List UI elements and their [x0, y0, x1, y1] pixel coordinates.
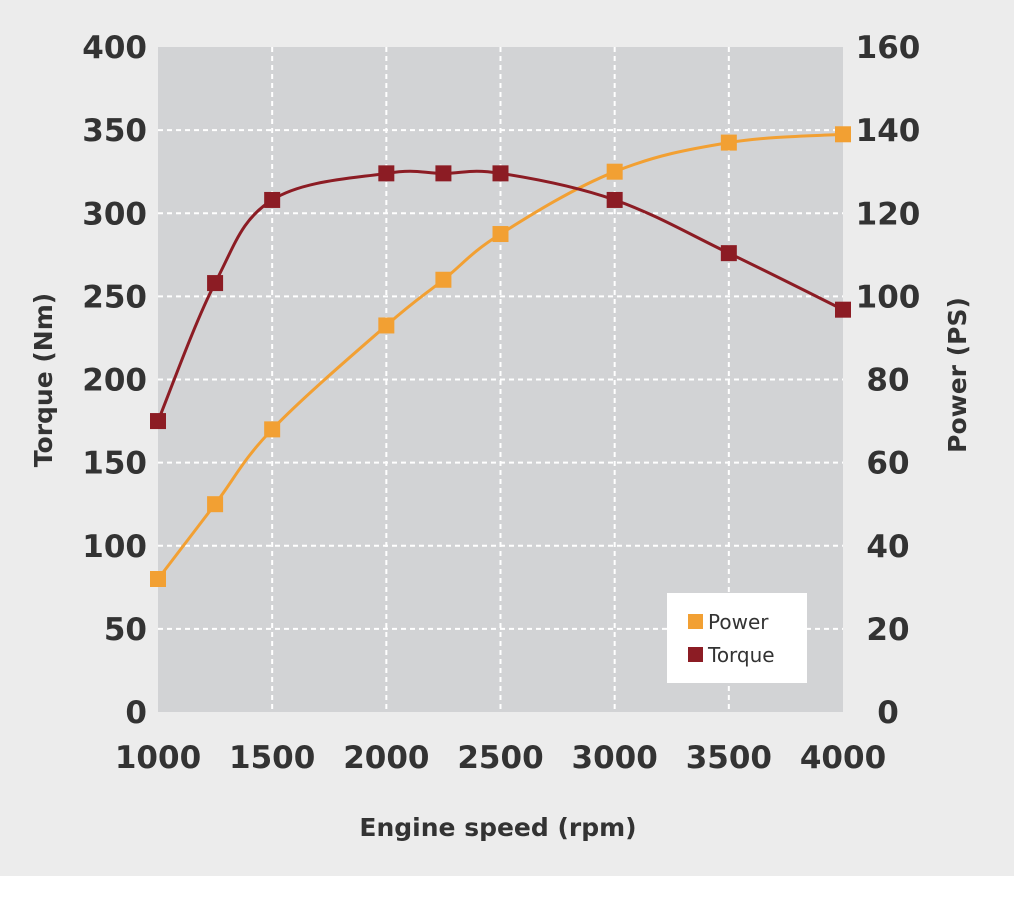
right-y-axis-ticks: 0 20 40 60 80 100 120 140 160 — [856, 30, 921, 731]
power-marker — [492, 226, 509, 243]
torque-marker — [264, 191, 281, 208]
left-tick-label: 100 — [82, 529, 147, 565]
power-marker — [150, 571, 166, 587]
right-tick-label: 20 — [866, 612, 909, 648]
x-tick-label: 2000 — [343, 740, 429, 776]
x-tick-label: 1500 — [229, 740, 315, 776]
x-tick-label: 1000 — [115, 740, 201, 776]
legend-box — [667, 593, 807, 683]
right-tick-label: 120 — [856, 196, 921, 232]
series — [150, 126, 851, 587]
right-tick-label: 60 — [866, 446, 909, 482]
left-tick-label: 300 — [82, 196, 147, 232]
left-tick-label: 350 — [82, 113, 147, 149]
power-marker — [435, 271, 452, 288]
power-marker — [378, 317, 395, 334]
x-axis-ticks: 1000 1500 2000 2500 3000 3500 4000 — [115, 740, 886, 776]
legend-torque-swatch — [688, 647, 703, 662]
right-tick-label: 100 — [856, 279, 921, 315]
right-y-axis-title: Power (PS) — [943, 297, 972, 453]
torque-marker — [435, 165, 452, 182]
left-tick-label: 150 — [82, 446, 147, 482]
grid — [158, 47, 843, 712]
torque-marker — [720, 245, 737, 262]
right-tick-label: 160 — [856, 30, 921, 66]
right-tick-label: 140 — [856, 113, 921, 149]
power-marker — [207, 496, 224, 513]
x-tick-label: 4000 — [800, 740, 886, 776]
power-marker — [606, 163, 623, 180]
torque-marker — [492, 165, 509, 182]
left-tick-label: 200 — [82, 363, 147, 399]
torque-marker — [378, 165, 395, 182]
left-tick-label: 400 — [82, 30, 147, 66]
legend-torque-label: Torque — [707, 643, 775, 667]
torque-marker — [835, 301, 851, 318]
right-tick-label: 0 — [877, 695, 899, 731]
right-tick-label: 40 — [866, 529, 909, 565]
torque-marker — [606, 191, 623, 208]
x-axis-title: Engine speed (rpm) — [359, 813, 636, 842]
x-tick-label: 3000 — [572, 740, 658, 776]
power-marker — [720, 134, 737, 151]
left-tick-label: 250 — [82, 279, 147, 315]
power-marker — [835, 126, 851, 143]
right-tick-label: 80 — [866, 363, 909, 399]
left-y-axis-title: Torque (Nm) — [29, 293, 58, 467]
legend-power-label: Power — [708, 610, 769, 634]
torque-marker — [150, 413, 166, 430]
left-y-axis-ticks: 0 50 100 150 200 250 300 350 400 — [82, 30, 147, 731]
torque-marker — [207, 275, 224, 292]
power-marker — [264, 421, 281, 438]
x-tick-label: 2500 — [457, 740, 543, 776]
left-tick-label: 50 — [104, 612, 147, 648]
x-tick-label: 3500 — [686, 740, 772, 776]
legend-power-swatch — [688, 614, 703, 629]
legend: Power Torque — [667, 593, 807, 683]
left-tick-label: 0 — [125, 695, 147, 731]
